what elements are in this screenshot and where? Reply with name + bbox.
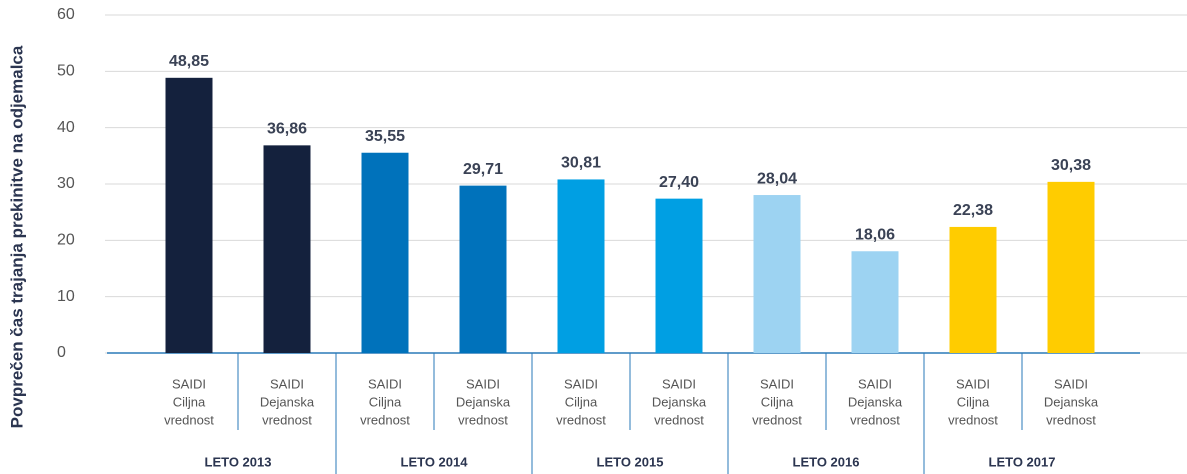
value-label: 29,71 [463, 161, 503, 178]
bar [361, 152, 409, 353]
x-tick-label: Dejanska [848, 394, 903, 409]
x-tick-label: Ciljna [565, 394, 598, 409]
bar [851, 251, 899, 353]
y-tick-label: 60 [57, 6, 75, 23]
value-label: 28,04 [757, 170, 797, 187]
x-tick-label: vrednost [1046, 412, 1096, 427]
group-label: LETO 2017 [989, 454, 1056, 469]
y-tick-label: 0 [57, 344, 66, 361]
value-label: 30,81 [561, 155, 601, 172]
x-tick-label: SAIDI [466, 376, 500, 391]
x-tick-label: Ciljna [761, 394, 794, 409]
x-tick-label: vrednost [262, 412, 312, 427]
y-tick-label: 40 [57, 119, 75, 136]
x-tick-label: Dejanska [1044, 394, 1099, 409]
x-tick-label: SAIDI [172, 376, 206, 391]
x-tick-label: Dejanska [456, 394, 511, 409]
x-tick-label: SAIDI [1054, 376, 1088, 391]
value-label: 22,38 [953, 202, 993, 219]
x-tick-label: Dejanska [260, 394, 315, 409]
y-tick-label: 30 [57, 175, 75, 192]
x-tick-label: Dejanska [652, 394, 707, 409]
bar [459, 185, 507, 353]
bar [753, 195, 801, 353]
x-tick-label: SAIDI [956, 376, 990, 391]
x-tick-label: vrednost [752, 412, 802, 427]
x-tick-label: vrednost [164, 412, 214, 427]
y-tick-label: 10 [57, 288, 75, 305]
value-label: 27,40 [659, 174, 699, 191]
group-label: LETO 2016 [793, 454, 860, 469]
y-tick-label: 20 [57, 232, 75, 249]
value-label: 48,85 [169, 53, 209, 70]
x-tick-label: vrednost [458, 412, 508, 427]
value-label: 30,38 [1051, 157, 1091, 174]
x-tick-label: Ciljna [957, 394, 990, 409]
x-tick-label: SAIDI [368, 376, 402, 391]
bar [655, 198, 703, 353]
bar [165, 77, 213, 353]
x-tick-label: vrednost [556, 412, 606, 427]
x-tick-label: SAIDI [858, 376, 892, 391]
bar [1047, 181, 1095, 353]
y-tick-label: 50 [57, 63, 75, 80]
value-label: 18,06 [855, 226, 895, 243]
x-tick-label: Ciljna [369, 394, 402, 409]
x-tick-label: SAIDI [662, 376, 696, 391]
x-tick-label: SAIDI [564, 376, 598, 391]
group-label: LETO 2015 [597, 454, 664, 469]
value-label: 35,55 [365, 128, 405, 145]
x-tick-label: vrednost [654, 412, 704, 427]
group-label: LETO 2013 [205, 454, 272, 469]
group-label: LETO 2014 [401, 454, 469, 469]
x-tick-label: vrednost [360, 412, 410, 427]
x-tick-label: SAIDI [760, 376, 794, 391]
x-tick-label: Ciljna [173, 394, 206, 409]
bar [557, 179, 605, 353]
x-tick-label: vrednost [850, 412, 900, 427]
x-tick-label: vrednost [948, 412, 998, 427]
x-tick-label: SAIDI [270, 376, 304, 391]
bar [263, 145, 311, 353]
bar [949, 226, 997, 353]
value-label: 36,86 [267, 121, 307, 138]
y-axis-label: Povprečen čas trajanja prekinitve na odj… [7, 45, 26, 428]
